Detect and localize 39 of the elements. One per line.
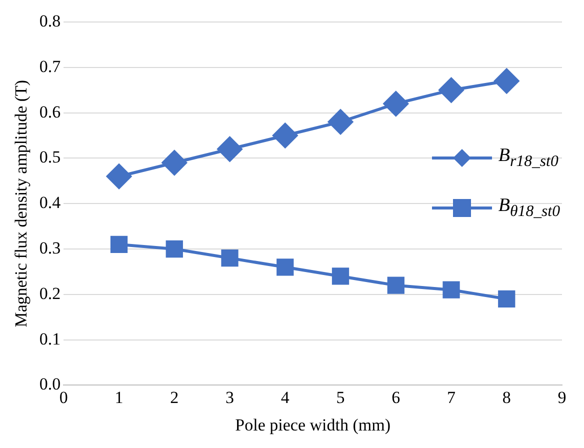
- point: [162, 150, 187, 176]
- point: [328, 109, 354, 134]
- y-tick-label: 0.6: [39, 102, 61, 122]
- x-tick-label: 7: [447, 388, 456, 407]
- y-tick-label: 0.8: [39, 11, 61, 30]
- point: [438, 78, 464, 103]
- point: [442, 281, 460, 298]
- point: [110, 236, 128, 254]
- y-tick-label: 0.0: [39, 374, 61, 394]
- y-tick-label: 0.1: [39, 329, 61, 348]
- x-tick-label: 5: [336, 388, 345, 407]
- x-tick-label: 8: [502, 388, 511, 407]
- x-tick-label: 3: [226, 388, 234, 407]
- y-tick-label: 0.4: [39, 193, 62, 212]
- point: [276, 258, 294, 276]
- point: [498, 290, 516, 308]
- x-tick-label: 2: [170, 388, 179, 407]
- x-tick-label: 6: [392, 388, 400, 407]
- y-tick-label: 0.5: [39, 148, 61, 167]
- x-tick-label: 1: [114, 388, 124, 407]
- y-tick-label: 0.2: [39, 284, 61, 303]
- point: [166, 240, 183, 258]
- point: [494, 68, 520, 94]
- point: [106, 164, 132, 189]
- point: [387, 276, 404, 294]
- y-tick-label: 0.7: [39, 56, 62, 76]
- y-axis-title: Magnetic flux density amplitude (T): [12, 80, 31, 328]
- point: [383, 91, 408, 116]
- legend-label: B$_{θ18_st0}$: [498, 195, 560, 221]
- point: [217, 136, 242, 162]
- x-axis-title: Pole piece width (mm): [235, 415, 390, 434]
- x-tick-label: 0: [59, 388, 68, 407]
- point: [272, 123, 298, 148]
- x-tick-label: 4: [280, 388, 290, 407]
- y-tick-label: 0.3: [39, 238, 61, 258]
- point: [221, 250, 238, 267]
- legend-label: B$_{r18_st0}$: [498, 145, 558, 171]
- point: [332, 268, 350, 285]
- x-tick-label: 9: [558, 388, 566, 407]
